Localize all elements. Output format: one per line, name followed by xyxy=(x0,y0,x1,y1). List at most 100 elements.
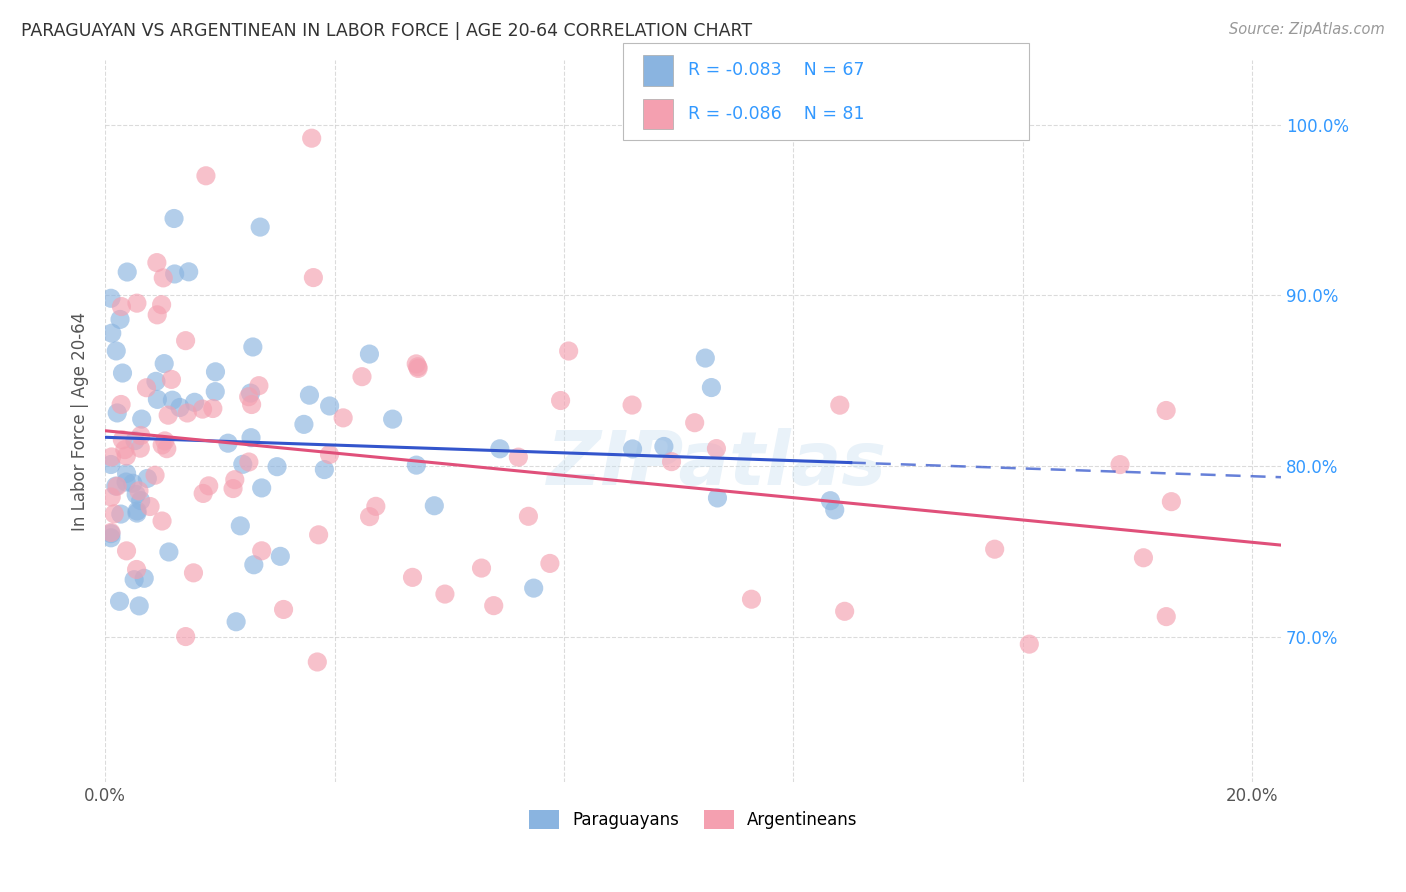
Paraguayans xyxy=(121,476,143,491)
Paraguayans xyxy=(100,531,122,545)
Paraguayans xyxy=(523,581,546,595)
Paraguayans xyxy=(169,401,191,415)
Argentineans xyxy=(139,500,162,514)
Argentineans xyxy=(406,359,429,374)
Paraguayans xyxy=(128,599,150,613)
Argentineans xyxy=(332,410,354,425)
Text: ZIPatlas: ZIPatlas xyxy=(547,428,887,500)
Argentineans xyxy=(156,442,179,456)
Argentineans xyxy=(1154,609,1177,624)
Argentineans xyxy=(250,543,273,558)
Argentineans xyxy=(1154,403,1177,417)
Paraguayans xyxy=(108,312,131,326)
Argentineans xyxy=(174,334,197,348)
Paraguayans xyxy=(100,326,122,341)
Argentineans xyxy=(222,482,245,496)
Paraguayans xyxy=(163,211,186,226)
Argentineans xyxy=(174,630,197,644)
Argentineans xyxy=(834,604,856,618)
Paraguayans xyxy=(104,479,127,493)
Paraguayans xyxy=(250,481,273,495)
Argentineans xyxy=(240,398,263,412)
Argentineans xyxy=(538,557,561,571)
Paraguayans xyxy=(153,357,176,371)
Argentineans xyxy=(621,398,644,412)
Argentineans xyxy=(364,500,387,514)
Argentineans xyxy=(482,599,505,613)
Argentineans xyxy=(103,507,125,521)
Paraguayans xyxy=(249,220,271,235)
Argentineans xyxy=(401,570,423,584)
Argentineans xyxy=(194,169,217,183)
Argentineans xyxy=(508,450,530,464)
Paraguayans xyxy=(242,340,264,354)
Argentineans xyxy=(110,300,132,314)
Paraguayans xyxy=(157,545,180,559)
Paraguayans xyxy=(229,519,252,533)
Argentineans xyxy=(470,561,492,575)
Paraguayans xyxy=(111,366,134,380)
Argentineans xyxy=(191,402,214,417)
Argentineans xyxy=(1160,494,1182,508)
Argentineans xyxy=(129,428,152,442)
Argentineans xyxy=(183,566,205,580)
Argentineans xyxy=(517,509,540,524)
Paraguayans xyxy=(239,386,262,401)
Argentineans xyxy=(100,490,122,504)
Paraguayans xyxy=(243,558,266,572)
Argentineans xyxy=(150,438,173,452)
Y-axis label: In Labor Force | Age 20-64: In Labor Force | Age 20-64 xyxy=(72,311,89,531)
Paraguayans xyxy=(225,615,247,629)
Paraguayans xyxy=(204,365,226,379)
Argentineans xyxy=(318,448,340,462)
Paraguayans xyxy=(105,406,128,420)
Paraguayans xyxy=(134,571,156,585)
Argentineans xyxy=(550,393,572,408)
Legend: Paraguayans, Argentineans: Paraguayans, Argentineans xyxy=(522,803,865,836)
Argentineans xyxy=(359,509,381,524)
Paraguayans xyxy=(695,351,717,365)
Argentineans xyxy=(146,308,169,322)
Paraguayans xyxy=(700,380,723,394)
Paraguayans xyxy=(127,504,149,518)
Argentineans xyxy=(350,369,373,384)
Paraguayans xyxy=(217,436,239,450)
Argentineans xyxy=(115,449,138,463)
Argentineans xyxy=(146,255,169,269)
Paraguayans xyxy=(115,467,138,481)
Paraguayans xyxy=(125,506,148,520)
Paraguayans xyxy=(204,384,226,399)
Argentineans xyxy=(201,401,224,416)
Paraguayans xyxy=(124,434,146,448)
Argentineans xyxy=(224,473,246,487)
Paraguayans xyxy=(145,374,167,388)
Paraguayans xyxy=(298,388,321,402)
Paraguayans xyxy=(405,458,427,472)
Paraguayans xyxy=(100,458,122,472)
Argentineans xyxy=(160,372,183,386)
Paraguayans xyxy=(100,526,122,541)
Argentineans xyxy=(152,271,174,285)
Paraguayans xyxy=(621,442,644,456)
Argentineans xyxy=(125,296,148,310)
Paraguayans xyxy=(110,507,132,521)
Argentineans xyxy=(307,655,329,669)
Paraguayans xyxy=(105,343,128,358)
Paraguayans xyxy=(269,549,291,564)
Argentineans xyxy=(100,525,122,540)
Argentineans xyxy=(740,592,762,607)
Paraguayans xyxy=(292,417,315,432)
Argentineans xyxy=(111,433,134,447)
Paraguayans xyxy=(824,503,846,517)
Paraguayans xyxy=(146,392,169,407)
Argentineans xyxy=(706,442,728,456)
Paraguayans xyxy=(163,267,186,281)
Argentineans xyxy=(114,442,136,457)
Argentineans xyxy=(557,344,579,359)
Paraguayans xyxy=(232,458,254,472)
Argentineans xyxy=(273,602,295,616)
Argentineans xyxy=(105,479,128,493)
Paraguayans xyxy=(266,459,288,474)
Paraguayans xyxy=(240,431,263,445)
Argentineans xyxy=(828,398,851,412)
